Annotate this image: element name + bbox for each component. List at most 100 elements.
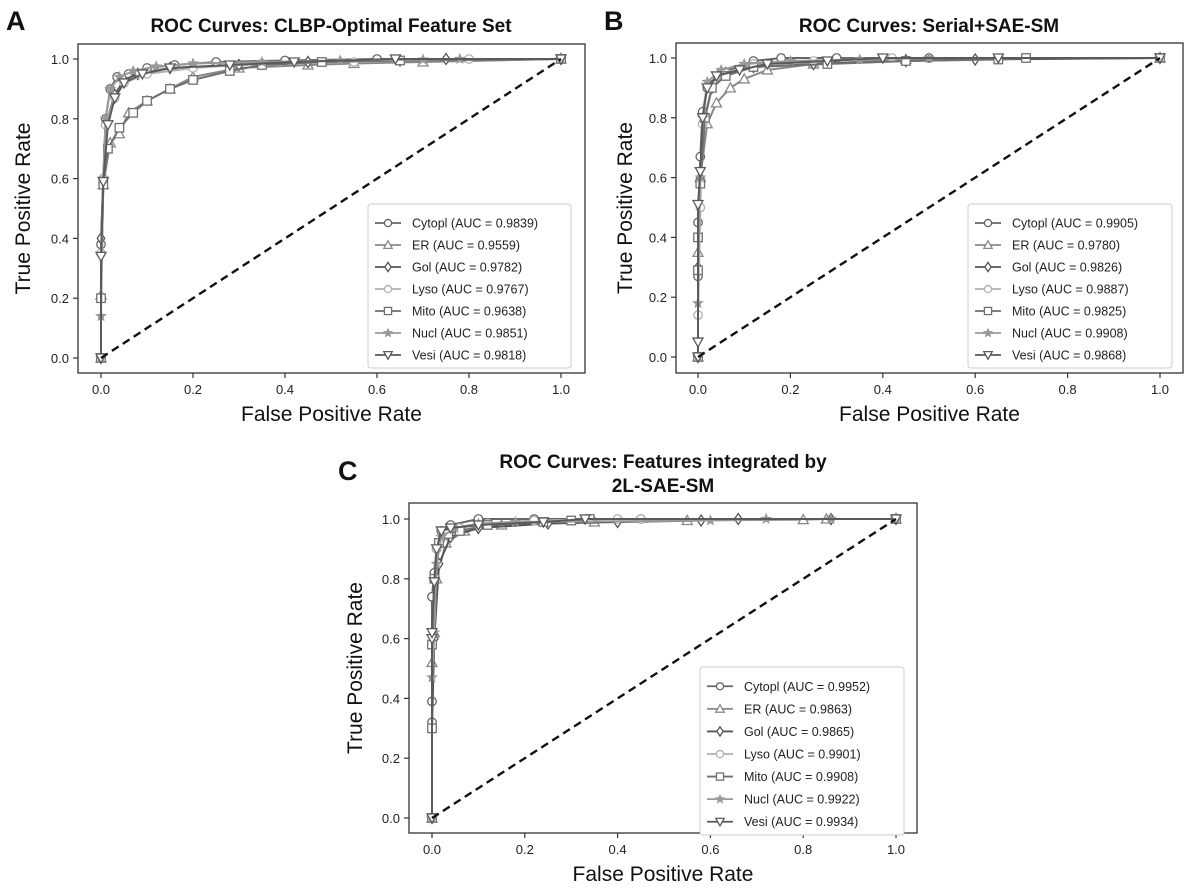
legend-label: Vesi (AUC = 0.9818)	[412, 349, 526, 363]
legend-label: Nucl (AUC = 0.9922)	[744, 793, 860, 807]
x-tick-label: 0.8	[1059, 382, 1077, 397]
y-tick-label: 1.0	[649, 51, 667, 66]
panel-letter: A	[6, 6, 26, 36]
curve-marker	[710, 96, 723, 108]
curve-marker	[444, 523, 457, 535]
curve-marker	[288, 57, 301, 69]
y-tick-label: 0.6	[649, 171, 667, 186]
y-tick-label: 0.2	[51, 291, 69, 306]
legend-item: ER (AUC = 0.9559)	[375, 239, 520, 253]
curve-marker	[579, 514, 592, 526]
chart-title: ROC Curves: CLBP-Optimal Feature Set	[150, 16, 512, 37]
curve-marker	[696, 113, 709, 125]
curve-marker	[430, 544, 443, 556]
curve-marker	[701, 83, 714, 95]
legend-label: Lyso (AUC = 0.9767)	[412, 283, 529, 297]
plot-frame	[77, 43, 586, 374]
legend-item: Nucl (AUC = 0.9922)	[707, 793, 860, 807]
y-axis-label: True Positive Rate	[12, 123, 35, 295]
legend-marker-circle-icon	[383, 284, 393, 294]
legend-label: Gol (AUC = 0.9826)	[1012, 261, 1122, 275]
chance-diagonal	[431, 517, 897, 820]
x-tick-label: 0.4	[609, 842, 627, 857]
legend-marker-diamond-icon	[384, 261, 392, 273]
x-tick-label: 0.0	[92, 382, 110, 397]
legend-item: ER (AUC = 0.9863)	[707, 702, 852, 716]
legend-marker-square-icon	[715, 772, 725, 781]
legend-item: Gol (AUC = 0.9782)	[375, 261, 522, 275]
x-tick-label: 0.2	[516, 842, 534, 857]
y-tick-label: 1.0	[382, 512, 400, 527]
legend-label: Vesi (AUC = 0.9934)	[744, 815, 858, 829]
legend-label: Lyso (AUC = 0.9901)	[744, 748, 861, 762]
legend-marker-circle-icon	[983, 218, 993, 228]
legend-label: Nucl (AUC = 0.9851)	[412, 327, 528, 341]
legend-marker-triangle-up-icon	[714, 703, 726, 713]
legend-label: Lyso (AUC = 0.9887)	[1012, 283, 1129, 297]
x-tick-label: 0.4	[276, 382, 294, 397]
curve-marker	[691, 199, 705, 211]
curve-marker	[165, 84, 175, 94]
x-tick-label: 1.0	[1151, 382, 1169, 397]
curve-marker	[128, 107, 139, 118]
legend-item: Cytopl (AUC = 0.9839)	[375, 217, 538, 231]
curve-marker	[738, 72, 751, 84]
legend: Cytopl (AUC = 0.9839) ER (AUC = 0.9559) Go…	[367, 203, 572, 369]
legend-box	[699, 666, 905, 836]
x-axis-label: False Positive Rate	[839, 403, 1020, 426]
curve-marker	[136, 69, 149, 81]
panel-letter: B	[604, 6, 624, 36]
x-tick-label: 1.0	[887, 842, 905, 857]
y-tick-label: 0.2	[382, 751, 400, 766]
y-axis-label: True Positive Rate	[614, 122, 637, 294]
x-tick-label: 0.0	[689, 382, 707, 397]
curve-marker	[94, 251, 108, 263]
legend-item: Vesi (AUC = 0.9934)	[707, 815, 858, 829]
x-tick-label: 1.0	[552, 382, 570, 397]
legend-item: ER (AUC = 0.9780)	[975, 239, 1120, 253]
curve-marker	[163, 63, 177, 75]
panel-c: C ROC Curves: Features integrated by 2L-SA…	[338, 452, 918, 886]
curve-marker	[97, 176, 110, 188]
legend-box	[367, 203, 572, 369]
curve-marker	[694, 166, 707, 178]
legend-marker-star-icon	[714, 793, 726, 804]
plot-frame	[675, 42, 1184, 374]
y-tick-label: 0.0	[649, 350, 667, 365]
roc-curve-vesi	[425, 514, 903, 825]
y-tick-label: 0.8	[51, 112, 69, 127]
curve-marker	[101, 120, 115, 132]
legend-item: Lyso (AUC = 0.9901)	[707, 748, 861, 762]
plot-area	[691, 51, 1167, 364]
y-tick-label: 0.2	[649, 290, 667, 305]
curve-marker	[821, 56, 834, 68]
legend: Cytopl (AUC = 0.9905) ER (AUC = 0.9780) Go…	[967, 203, 1173, 369]
roc-curve-vesi	[691, 53, 1167, 364]
y-tick-label: 0.0	[51, 351, 69, 366]
x-tick-label: 0.6	[368, 382, 386, 397]
curve-marker	[108, 93, 121, 105]
legend-item: Vesi (AUC = 0.9868)	[975, 349, 1126, 363]
chart-title: ROC Curves: Serial+SAE-SM	[799, 16, 1059, 37]
y-tick-label: 0.6	[51, 172, 69, 187]
y-tick-label: 1.0	[51, 52, 69, 67]
curve-marker	[104, 82, 117, 94]
legend-marker-triangle-up-icon	[382, 239, 394, 250]
chance-diagonal	[697, 56, 1161, 359]
curve-marker	[691, 337, 705, 349]
curve-marker	[537, 517, 550, 529]
legend-label: Vesi (AUC = 0.9868)	[1012, 349, 1126, 363]
chart-title: 2L-SAE-SM	[612, 476, 714, 497]
legend-marker-star-icon	[982, 327, 994, 338]
curve-marker	[425, 627, 439, 639]
legend-box	[967, 203, 1173, 369]
curve-line	[100, 58, 561, 358]
legend-item: Cytopl (AUC = 0.9952)	[707, 680, 870, 694]
x-tick-label: 0.4	[874, 382, 892, 397]
curve-marker	[704, 514, 717, 526]
y-tick-label: 0.4	[649, 230, 667, 245]
chance-diagonal	[100, 57, 562, 360]
legend-marker-triangle-down-icon	[982, 350, 994, 361]
legend-item: Nucl (AUC = 0.9908)	[975, 327, 1128, 341]
